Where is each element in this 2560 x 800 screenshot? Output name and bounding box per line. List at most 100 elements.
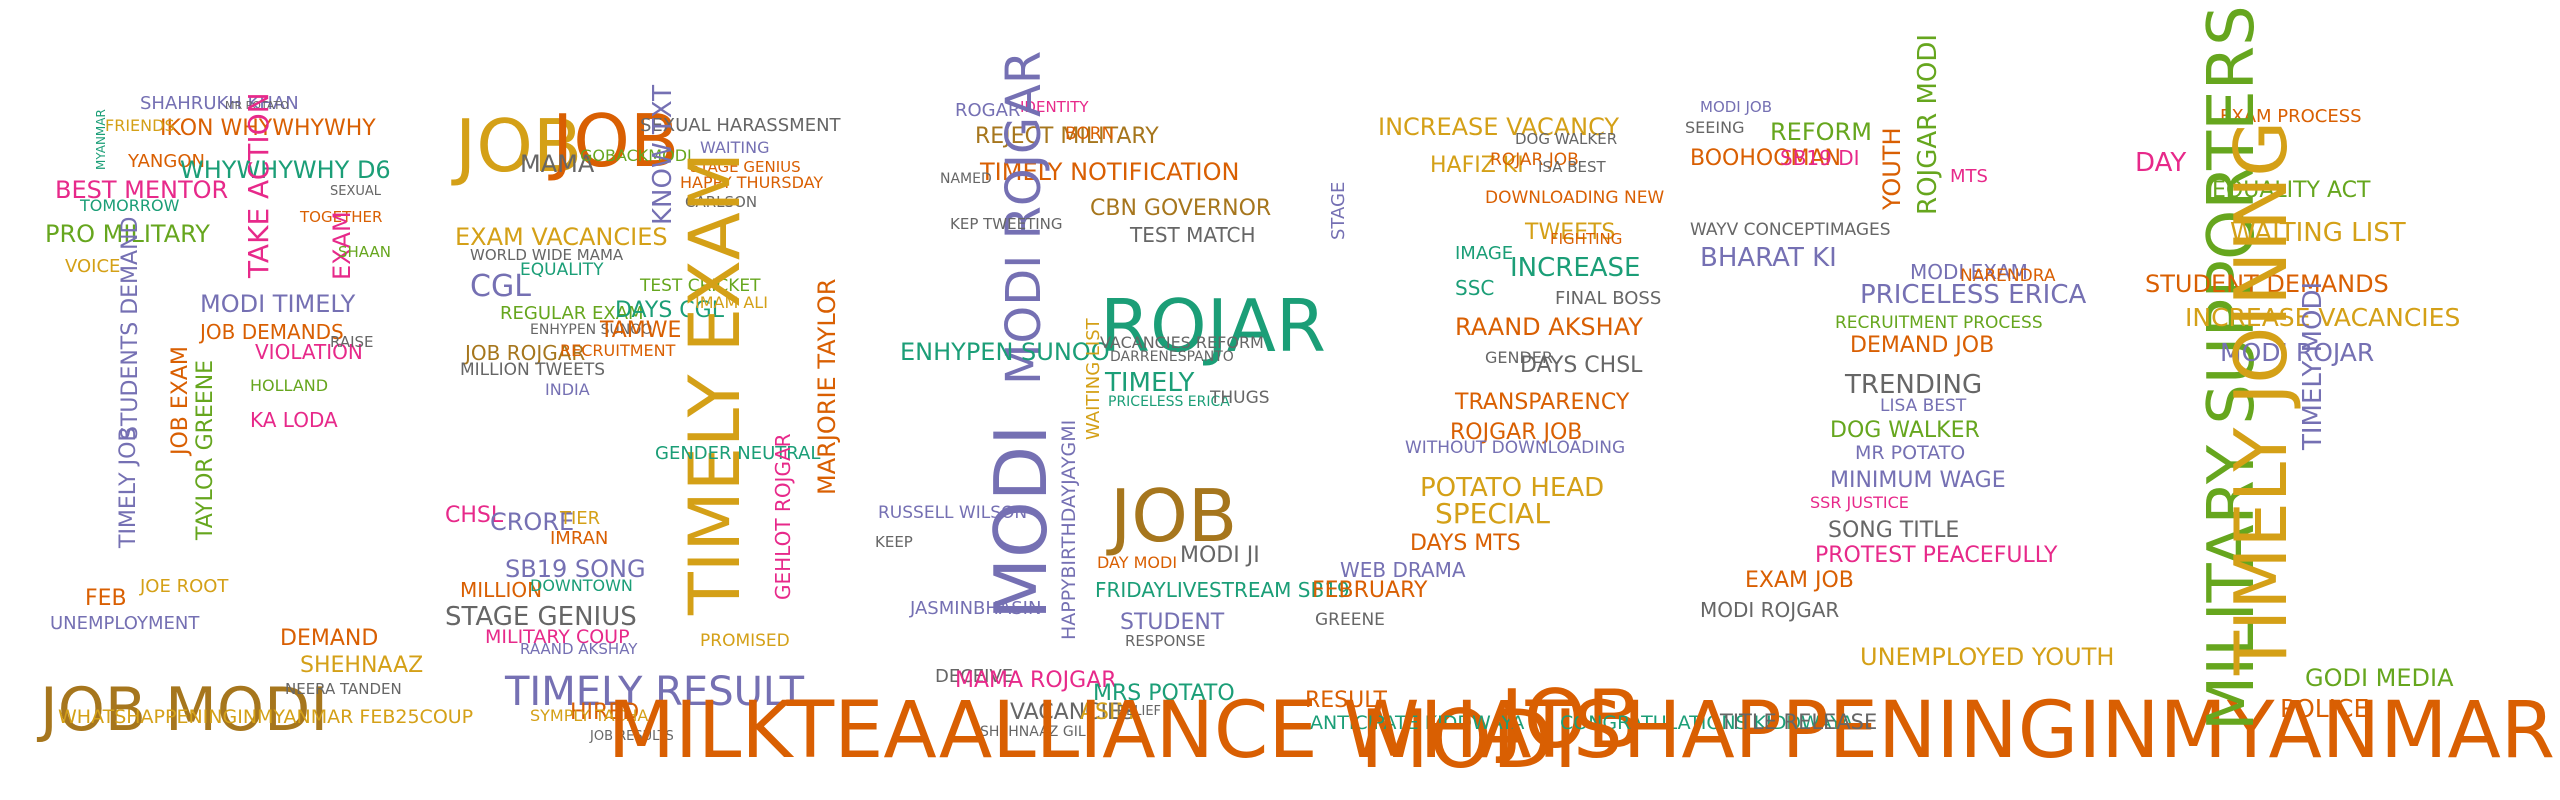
- cloud-word: STUDENTS DEMAND: [118, 216, 143, 440]
- cloud-word: RUSSELL WILSON: [878, 503, 1028, 523]
- cloud-word: VIOLATION: [255, 340, 363, 364]
- cloud-word: DOG WALKER: [1830, 418, 1980, 443]
- cloud-word: MODI ROJGAR: [1700, 598, 1840, 622]
- cloud-word: WHATSHAPPENINGINMYANMAR FEB25COUP: [58, 706, 474, 728]
- cloud-word: FINAL BOSS: [1555, 288, 1662, 309]
- cloud-word: TIMELY JOB: [116, 426, 141, 548]
- cloud-word: MODI JOB: [1700, 98, 1773, 116]
- cloud-word: PROTEST PEACEFULLY: [1815, 543, 2058, 568]
- cloud-word: GREENE: [1315, 610, 1385, 630]
- cloud-word: BORN: [1065, 124, 1115, 144]
- cloud-word: YOUTH: [1878, 127, 1906, 210]
- cloud-word: PRICELESS ERICA: [1860, 280, 2087, 310]
- cloud-word: TAYLOR GREENE: [193, 359, 218, 540]
- cloud-word: WAYV CONCEPTIMAGES: [1690, 220, 1891, 240]
- cloud-word: NARENDRA: [1960, 266, 2056, 286]
- cloud-word: HAFIZ KI: [1430, 153, 1524, 178]
- cloud-word: EXAM VACANCIES: [455, 223, 668, 251]
- cloud-word: MARJORIE TAYLOR: [813, 278, 841, 495]
- cloud-word: WAITING LIST: [1083, 318, 1104, 440]
- cloud-word: IKON WHYWHYWHY: [160, 116, 376, 141]
- cloud-word: INDIA: [545, 380, 590, 399]
- cloud-word: CRORE: [490, 508, 575, 536]
- cloud-word: RAAND AKSHAY: [1455, 313, 1643, 341]
- cloud-word: WAITING: [700, 138, 770, 157]
- cloud-word: DEMAND JOB: [1850, 333, 1995, 358]
- cloud-word: HIRED: [570, 700, 640, 725]
- cloud-word: WHYWHYWHY D6: [180, 156, 391, 184]
- cloud-word: TRANSPARENCY: [1455, 390, 1630, 415]
- cloud-word: JASMINBHASIN: [910, 598, 1042, 619]
- cloud-word: EXAM JOB: [1745, 568, 1854, 593]
- cloud-word: ASIM: [1080, 700, 1135, 725]
- cloud-word: TIMELY JOINING: [2219, 120, 2303, 675]
- cloud-word: WEB DRAMA: [1340, 558, 1466, 582]
- cloud-word: CARLSON: [685, 193, 758, 211]
- cloud-word: TWEETS: [1525, 220, 1616, 245]
- cloud-word: TAKE ACTION: [242, 92, 275, 278]
- cloud-word: GODI MEDIA: [2305, 664, 2454, 692]
- cloud-word: ROJAR: [1100, 284, 1326, 368]
- cloud-word: HAPPYBIRTHDAYJAYGMI: [1058, 419, 1080, 640]
- cloud-word: WAITING LIST: [2230, 218, 2406, 248]
- cloud-word: NEERA TANDEN: [285, 680, 402, 698]
- cloud-word: DAY: [2135, 148, 2187, 178]
- cloud-word: SHEHNAAZ GILL: [980, 724, 1094, 740]
- cloud-word: REJECT MILITARY: [975, 124, 1159, 149]
- cloud-word: MODI TIMELY: [200, 290, 356, 318]
- cloud-word: KEEP: [875, 533, 913, 551]
- cloud-word: MILITARY COUP: [485, 626, 630, 648]
- cloud-word: JOB: [1500, 673, 1642, 766]
- cloud-word: DAYS CHSL: [1520, 353, 1643, 378]
- cloud-word: WORLD WIDE MAMA: [470, 246, 624, 264]
- cloud-word: IDENTITY: [1020, 98, 1089, 116]
- cloud-word: MAMA: [520, 150, 595, 178]
- cloud-word: RELIEF: [1117, 704, 1162, 719]
- cloud-word: IMAGE: [1455, 243, 1514, 264]
- cloud-word: SSR JUSTICE: [1810, 493, 1909, 512]
- cloud-word: SHAAN: [338, 243, 391, 261]
- cloud-word: RECRUITMENT PROCESS: [1835, 313, 2043, 333]
- cloud-word: JOB: [1110, 474, 1238, 558]
- cloud-word: STUDENT: [1120, 610, 1225, 635]
- cloud-word: STUDENT DEMANDS: [2145, 270, 2389, 298]
- cloud-word: CONGRATULATIONS KIDDWAYA: [1560, 712, 1854, 734]
- cloud-word: SSC: [1455, 276, 1495, 300]
- cloud-word: DOG WALKER: [1515, 130, 1618, 148]
- cloud-word: JOB: [455, 104, 583, 188]
- cloud-word: GOBACKMODI: [580, 146, 692, 165]
- cloud-word: ANTICIPATE KIDDWAYA: [1310, 712, 1525, 734]
- cloud-word: LISA BEST: [1880, 396, 1967, 416]
- cloud-word: PRICELESS ERICA: [1108, 394, 1230, 410]
- cloud-word: DECEIVE: [935, 666, 1014, 687]
- cloud-word: DOWNLOADING NEW: [1485, 188, 1665, 208]
- cloud-word: KNOW TXT: [648, 84, 678, 225]
- cloud-word: ROJAR JOB: [1490, 150, 1579, 170]
- cloud-word: MR POTATO: [1855, 442, 1966, 464]
- cloud-word: YANGON: [128, 151, 205, 172]
- cloud-word: JOB MODI: [40, 675, 329, 745]
- cloud-word: ROJGAR JOB: [1450, 420, 1583, 445]
- cloud-word: SB19 DI: [1780, 146, 1860, 170]
- cloud-word: WITHOUT DOWNLOADING: [1405, 438, 1626, 458]
- cloud-word: GENDER NEUTRAL: [655, 443, 821, 464]
- cloud-word: SYMPLY TACHA: [530, 706, 649, 725]
- cloud-word: ENHYPEN SUNOO: [900, 338, 1110, 366]
- cloud-word: JOB ROJGAR: [465, 341, 586, 365]
- cloud-word: PROMISED: [700, 631, 790, 651]
- cloud-word: MR POTATO: [225, 99, 289, 112]
- cloud-word: CHSL: [445, 503, 504, 528]
- cloud-word: MINIMUM WAGE: [1830, 468, 2006, 493]
- cloud-word: DOWNTOWN: [530, 576, 633, 595]
- cloud-word: SHAHRUKH KHAN: [140, 93, 299, 114]
- cloud-word: MODI EXAM: [1910, 260, 2028, 284]
- cloud-word: BEST MENTOR: [55, 176, 229, 204]
- cloud-word: EXAM PROCESS: [2220, 106, 2362, 127]
- cloud-word: UNEMPLOYMENT: [50, 613, 200, 634]
- cloud-word: HOLLAND: [250, 376, 329, 395]
- cloud-word: RAISE: [330, 333, 374, 351]
- cloud-word: JOB EXAM: [168, 346, 193, 455]
- cloud-word: MODI ROJAR: [2220, 338, 2375, 367]
- cloud-word: JOB: [552, 99, 680, 183]
